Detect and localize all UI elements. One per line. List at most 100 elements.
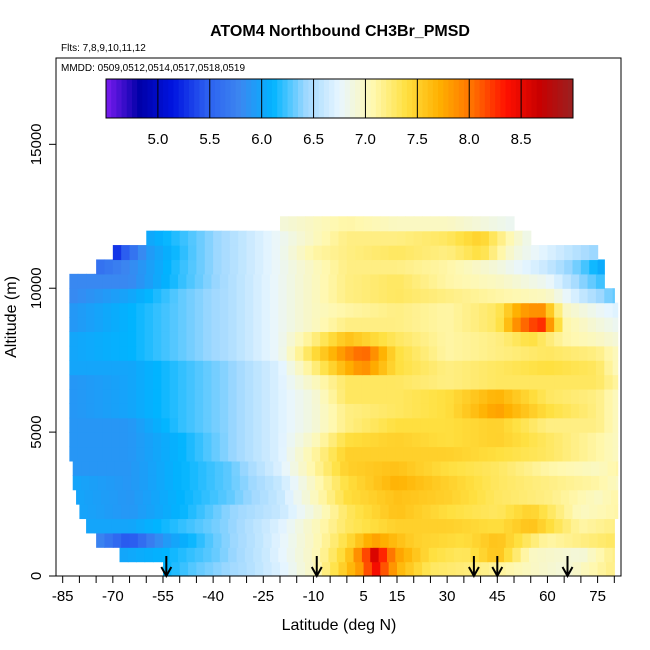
heatmap-cell — [261, 374, 271, 390]
heatmap-cell — [597, 259, 605, 275]
heatmap-cell — [244, 518, 254, 534]
heatmap-cell — [278, 403, 288, 419]
heatmap-cell — [106, 475, 116, 491]
heatmap-cell — [503, 273, 513, 289]
heatmap-cell — [203, 374, 213, 390]
heatmap-cell — [470, 345, 480, 361]
heatmap-cell — [144, 273, 154, 289]
heatmap-cell — [503, 446, 513, 462]
heatmap-cell — [612, 374, 619, 390]
heatmap-cell — [512, 302, 522, 318]
heatmap-cell — [81, 460, 91, 476]
heatmap-cell — [505, 259, 515, 275]
heatmap-cell — [77, 331, 87, 347]
heatmap-cell — [537, 417, 547, 433]
colorbar-segment — [469, 79, 475, 118]
heatmap-cell — [562, 518, 572, 534]
heatmap-cell — [537, 302, 547, 318]
heatmap-cell — [453, 331, 463, 347]
heatmap-cell — [355, 504, 365, 520]
heatmap-cell — [214, 475, 224, 491]
heatmap-cell — [211, 288, 221, 304]
heatmap-cell — [321, 245, 331, 261]
heatmap-cell — [278, 446, 288, 462]
x-tick-label: 75 — [589, 588, 606, 605]
heatmap-cell — [487, 432, 497, 448]
heatmap-cell — [127, 547, 137, 563]
heatmap-cell — [269, 302, 279, 318]
heatmap-cell — [162, 230, 172, 246]
heatmap-cell — [562, 360, 572, 376]
heatmap-cell — [186, 345, 196, 361]
heatmap-cell — [161, 360, 171, 376]
heatmap-cell — [269, 417, 279, 433]
heatmap-cell — [361, 518, 371, 534]
colorbar-segment — [261, 79, 268, 118]
colorbar-segment — [178, 79, 185, 118]
heatmap-row — [69, 331, 619, 347]
heatmap-cell — [196, 561, 206, 577]
heatmap-cell — [303, 302, 313, 318]
colorbar-segment — [391, 79, 398, 118]
heatmap-cell — [203, 417, 213, 433]
heatmap-cell — [529, 547, 539, 563]
heatmap-cell — [564, 561, 574, 577]
heatmap-cell — [371, 245, 381, 261]
heatmap-cell — [597, 561, 607, 577]
heatmap-cell — [371, 532, 381, 548]
heatmap-cell — [605, 504, 615, 520]
heatmap-cell — [328, 403, 338, 419]
heatmap-cell — [186, 417, 196, 433]
heatmap-cell — [320, 403, 330, 419]
heatmap-cell — [286, 345, 296, 361]
heatmap-cell — [211, 273, 221, 289]
heatmap-cell — [311, 374, 321, 390]
heatmap-cell — [256, 460, 266, 476]
heatmap-cell — [470, 360, 480, 376]
colorbar-tick-label: 8.0 — [459, 131, 480, 148]
heatmap-cell — [69, 403, 79, 419]
heatmap-cell — [520, 446, 530, 462]
heatmap-cell — [539, 259, 549, 275]
heatmap-cell — [370, 317, 380, 332]
heatmap-cell — [412, 331, 422, 347]
heatmap-cell — [378, 518, 388, 534]
heatmap-cell — [529, 273, 539, 289]
colorbar-segment — [147, 79, 154, 118]
heatmap-cell — [420, 403, 430, 419]
heatmap-cell — [112, 245, 122, 261]
heatmap-cell — [211, 317, 221, 332]
heatmap-cell — [412, 288, 422, 304]
heatmap-cell — [328, 331, 338, 347]
x-tick-label: -25 — [252, 588, 274, 605]
heatmap-cell — [336, 302, 346, 318]
heatmap-cell — [196, 504, 206, 520]
heatmap-cell — [545, 317, 555, 332]
heatmap-cell — [295, 547, 304, 563]
heatmap-cell — [612, 388, 619, 404]
heatmap-cell — [355, 216, 365, 232]
colorbar-segment — [137, 79, 143, 118]
heatmap-cell — [121, 259, 131, 275]
heatmap-cell — [589, 504, 599, 520]
heatmap-cell — [194, 417, 204, 433]
heatmap-cell — [453, 388, 463, 404]
heatmap-cell — [403, 302, 413, 318]
heatmap-row — [69, 417, 619, 433]
heatmap-cell — [261, 345, 271, 361]
heatmap-cell — [520, 360, 530, 376]
heatmap-cell — [545, 345, 555, 361]
heatmap-cell — [412, 446, 422, 462]
heatmap-cell — [278, 331, 288, 347]
heatmap-cell — [428, 446, 438, 462]
heatmap-cell — [612, 331, 619, 347]
heatmap-cell — [269, 345, 279, 361]
heatmap-cell — [161, 302, 171, 318]
colorbar-segment — [199, 79, 206, 118]
heatmap-cell — [136, 388, 146, 404]
heatmap-cell — [194, 446, 204, 462]
heatmap-cell — [422, 532, 432, 548]
heatmap-cell — [94, 432, 104, 448]
colorbar-segment — [365, 79, 372, 118]
heatmap-cell — [161, 417, 171, 433]
